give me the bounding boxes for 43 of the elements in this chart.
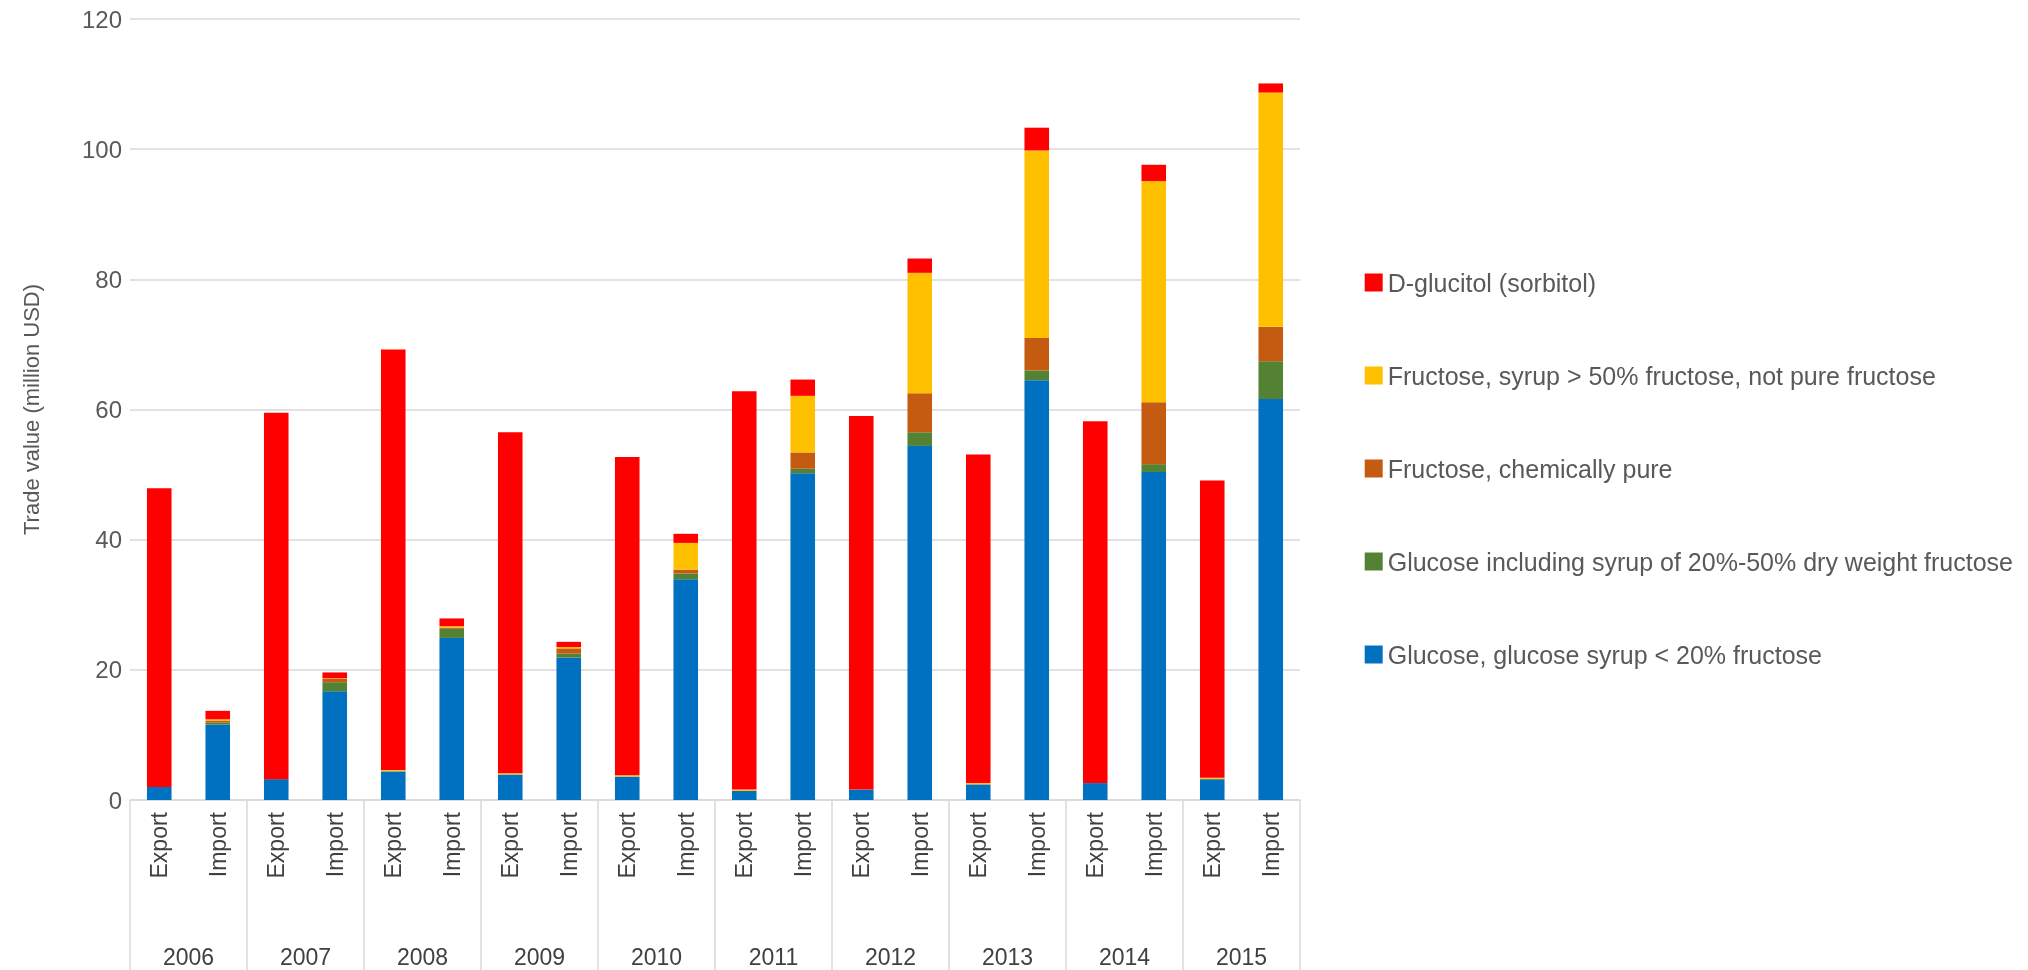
x-tick-label: Import (1140, 811, 1167, 878)
text: 2011 (748, 944, 799, 970)
x-tick-label: Export (614, 811, 641, 879)
text: 2010 (630, 944, 683, 970)
y-tick-label: 120 (81, 5, 122, 33)
x-tick-label: Import (789, 811, 816, 878)
x-tick-label: Import (1023, 811, 1050, 878)
y-tick-label: 20 (95, 656, 122, 684)
y-tick-label: 60 (95, 396, 122, 423)
y-axis-title: Trade value (million USD) (18, 283, 44, 536)
y-tick-label: 0 (108, 786, 122, 814)
legend-label: Fructose, chemically pure (1387, 454, 1673, 483)
text: 2007 (279, 944, 332, 970)
x-tick-label: Import (555, 811, 582, 878)
text: 2012 (864, 944, 917, 970)
text: 2006 (162, 944, 215, 970)
x-tick-label: Export (731, 811, 758, 879)
text: 2008 (396, 944, 449, 970)
x-tick-label: Import (1257, 811, 1284, 878)
legend-label: D-glucitol (sorbitol) (1387, 268, 1597, 297)
x-tick-label: Export (1199, 811, 1226, 879)
y-tick-label: 40 (95, 526, 122, 554)
x-tick-label: Export (146, 811, 173, 879)
x-tick-label: Import (672, 811, 699, 878)
text: 2013 (981, 944, 1034, 970)
x-tick-label: Import (906, 811, 933, 878)
legend-label: Glucose including syrup of 20%-50% dry weight fructose (1387, 547, 2014, 576)
x-tick-label: Import (321, 811, 348, 878)
legend-label: Fructose, syrup > 50% fructose, not pure fructose (1387, 361, 1936, 390)
y-tick-label: 80 (95, 265, 122, 293)
x-tick-label: Export (380, 811, 407, 879)
y-tick-label: 100 (81, 135, 122, 163)
text: 2009 (513, 944, 566, 970)
x-tick-label: Export (965, 811, 992, 879)
x-tick-label: Import (204, 811, 231, 878)
x-tick-label: Export (848, 811, 875, 879)
x-tick-label: Export (263, 811, 290, 879)
x-tick-label: Export (497, 811, 524, 879)
text: 2015 (1215, 944, 1268, 970)
legend-label: Glucose, glucose syrup < 20% fructose (1387, 640, 1822, 669)
text: 2014 (1098, 944, 1151, 970)
x-tick-label: Export (1082, 811, 1109, 879)
x-tick-label: Import (438, 811, 465, 878)
